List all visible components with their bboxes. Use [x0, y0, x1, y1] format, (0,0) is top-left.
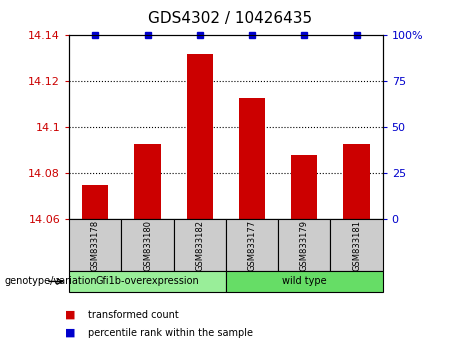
Text: percentile rank within the sample: percentile rank within the sample: [88, 328, 253, 338]
Text: GSM833180: GSM833180: [143, 219, 152, 271]
Bar: [239, 98, 265, 219]
Text: Gfi1b-overexpression: Gfi1b-overexpression: [95, 276, 200, 286]
Bar: [187, 54, 213, 219]
Bar: [135, 144, 160, 219]
Text: wild type: wild type: [282, 276, 326, 286]
Text: transformed count: transformed count: [88, 310, 178, 320]
Text: GSM833181: GSM833181: [352, 219, 361, 271]
Text: GSM833182: GSM833182: [195, 219, 204, 271]
Text: GDS4302 / 10426435: GDS4302 / 10426435: [148, 11, 313, 25]
Bar: [82, 185, 108, 219]
Text: GSM833178: GSM833178: [91, 219, 100, 271]
Text: GSM833177: GSM833177: [248, 219, 256, 271]
Bar: [343, 144, 370, 219]
Text: genotype/variation: genotype/variation: [5, 276, 97, 286]
Text: ■: ■: [65, 310, 75, 320]
Text: ■: ■: [65, 328, 75, 338]
Text: GSM833179: GSM833179: [300, 219, 309, 271]
Bar: [291, 155, 317, 219]
